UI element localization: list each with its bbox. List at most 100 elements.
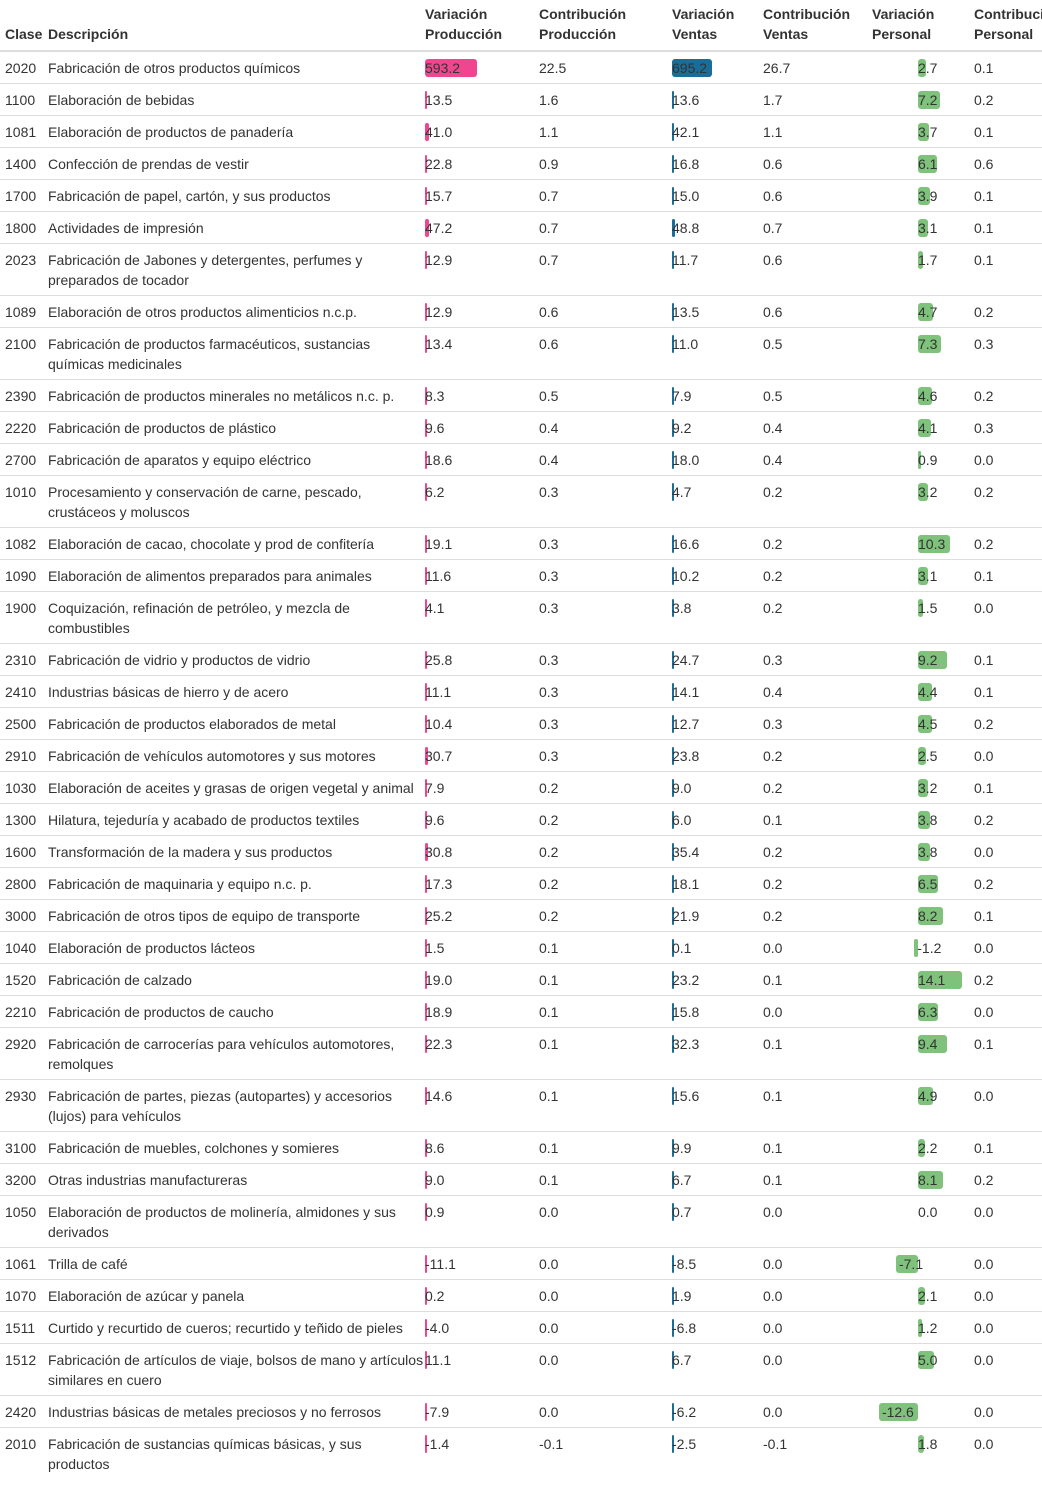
cell-variacion-personal: 6.3 — [872, 996, 974, 1028]
cell-clase: 2420 — [5, 1404, 37, 1420]
cell-variacion-ventas: 21.9 — [672, 900, 763, 932]
personal-variation-bar — [918, 219, 928, 237]
table-row: 2420 Industrias básicas de metales precio… — [0, 1395, 1042, 1428]
table-row: 2310 Fabricación de vidrio y productos de… — [0, 643, 1042, 676]
cell-variacion-ventas-value: 48.8 — [672, 220, 700, 236]
personal-variation-bar — [895, 1255, 918, 1273]
header-contribucion-personal[interactable]: ContribuciónPersonal — [974, 6, 1042, 42]
cell-variacion-personal-bar-cell: 9.4 — [872, 1034, 974, 1054]
cell-descripcion: Fabricación de muebles, colchones y somi… — [48, 1140, 340, 1156]
cell-variacion-produccion: 18.9 — [425, 996, 539, 1028]
cell-variacion-personal-bar-cell: 2.5 — [872, 746, 974, 766]
personal-variation-bar — [918, 747, 926, 765]
cell-clase: 2220 — [5, 420, 37, 436]
cell-clase: 2410 — [5, 684, 37, 700]
cell-contribucion-personal: 0.2 — [974, 1172, 994, 1188]
cell-variacion-produccion-value: 9.6 — [425, 812, 445, 828]
cell-variacion-ventas-bar-cell: 695.2 — [672, 58, 763, 78]
cell-variacion-produccion-value: 14.6 — [425, 1088, 453, 1104]
ventas-variation-bar — [672, 187, 674, 205]
cell-variacion-produccion-value: 18.9 — [425, 1004, 453, 1020]
cell-variacion-produccion-value: 10.4 — [425, 716, 453, 732]
cell-variacion-personal-value: 1.2 — [918, 1320, 938, 1336]
cell-variacion-produccion-bar-cell: 15.7 — [425, 186, 539, 206]
table-row: 1089 Elaboración de otros productos alime… — [0, 295, 1042, 328]
cell-contribucion-personal: 0.2 — [974, 716, 994, 732]
cell-contribucion-produccion: 0.1 — [539, 1088, 559, 1104]
cell-variacion-produccion-bar-cell: 9.0 — [425, 1170, 539, 1190]
cell-variacion-ventas: 18.1 — [672, 868, 763, 900]
cell-variacion-personal-bar-cell: 4.7 — [872, 302, 974, 322]
header-contribucion-ventas[interactable]: Contribución Ventas — [763, 6, 851, 42]
cell-contribucion-produccion: 0.1 — [539, 1140, 559, 1156]
header-contribucion-produccion[interactable]: Contribución Producción — [539, 6, 627, 42]
cell-variacion-ventas-value: 23.2 — [672, 972, 700, 988]
cell-clase: 2020 — [5, 60, 37, 76]
cell-variacion-personal-value: 4.5 — [918, 716, 938, 732]
cell-variacion-produccion: 22.8 — [425, 148, 539, 180]
cell-variacion-personal: 3.1 — [872, 560, 974, 592]
cell-variacion-ventas-bar-cell: 15.0 — [672, 186, 763, 206]
cell-variacion-ventas-value: 13.5 — [672, 304, 700, 320]
personal-variation-bar — [918, 971, 962, 989]
cell-descripcion: Fabricación de productos de plástico — [48, 420, 277, 436]
cell-contribucion-produccion: 1.1 — [539, 124, 559, 140]
cell-contribucion-ventas: 0.6 — [763, 252, 783, 268]
cell-descripcion: Fabricación de productos de caucho — [48, 1004, 274, 1020]
cell-variacion-ventas: 6.7 — [672, 1344, 763, 1396]
cell-variacion-personal-value: -1.2 — [917, 940, 942, 956]
cell-contribucion-ventas: 0.1 — [763, 1140, 783, 1156]
cell-variacion-produccion-value: 22.3 — [425, 1036, 453, 1052]
cell-variacion-ventas-bar-cell: 24.7 — [672, 650, 763, 670]
prod-variation-bar — [425, 59, 477, 77]
cell-variacion-ventas: 15.6 — [672, 1080, 763, 1132]
header-clase[interactable]: Clase — [5, 26, 43, 42]
cell-variacion-ventas-bar-cell: 1.9 — [672, 1286, 763, 1306]
header-variacion-produccion[interactable]: Variación Producción — [425, 6, 503, 42]
cell-variacion-produccion-value: 12.9 — [425, 252, 453, 268]
cell-contribucion-produccion: 0.7 — [539, 220, 559, 236]
cell-variacion-produccion: 8.3 — [425, 380, 539, 412]
cell-variacion-produccion-value: 22.8 — [425, 156, 453, 172]
cell-variacion-personal-bar-cell: -7.1 — [872, 1254, 974, 1274]
cell-variacion-personal-bar-cell: 3.8 — [872, 810, 974, 830]
cell-variacion-produccion: 12.9 — [425, 244, 539, 296]
personal-variation-bar — [918, 1035, 948, 1053]
cell-variacion-personal-value: 3.1 — [918, 568, 938, 584]
cell-variacion-ventas-bar-cell: -2.5 — [672, 1434, 763, 1454]
cell-variacion-ventas-value: 15.8 — [672, 1004, 700, 1020]
table-row: 2390 Fabricación de productos minerales n… — [0, 379, 1042, 412]
cell-variacion-personal-bar-cell: 5.0 — [872, 1350, 974, 1370]
cell-contribucion-ventas: 0.0 — [763, 1320, 783, 1336]
cell-variacion-produccion-value: 8.3 — [425, 388, 445, 404]
personal-variation-bar — [918, 1435, 924, 1453]
prod-variation-bar — [425, 1351, 427, 1369]
cell-variacion-personal-value: -12.6 — [881, 1404, 914, 1420]
prod-variation-bar — [425, 875, 427, 893]
header-descripcion[interactable]: Descripción — [48, 26, 129, 42]
personal-variation-bar — [918, 303, 933, 321]
cell-clase: 2800 — [5, 876, 37, 892]
cell-descripcion: Curtido y recurtido de cueros; recurtido… — [48, 1320, 403, 1336]
cell-contribucion-ventas: 0.6 — [763, 188, 783, 204]
header-variacion-personal[interactable]: Variación Personal — [872, 6, 935, 42]
cell-descripcion: Confección de prendas de vestir — [48, 156, 249, 172]
cell-variacion-produccion-bar-cell: 19.0 — [425, 970, 539, 990]
cell-variacion-ventas-bar-cell: 10.2 — [672, 566, 763, 586]
cell-contribucion-produccion: 0.0 — [539, 1320, 559, 1336]
cell-variacion-produccion-value: 0.2 — [425, 1288, 445, 1304]
cell-variacion-ventas-value: 695.2 — [672, 60, 708, 76]
header-variacion-ventas[interactable]: Variación Ventas — [672, 6, 735, 42]
ventas-variation-bar — [672, 219, 675, 237]
cell-descripcion: Elaboración de bebidas — [48, 92, 195, 108]
cell-variacion-personal-bar-cell: 3.2 — [872, 778, 974, 798]
cell-clase: 1090 — [5, 568, 37, 584]
table-row: 3200 Otras industrias manufactureras 9.0 0.… — [0, 1163, 1042, 1196]
table-row: 1081 Elaboración de productos de panaderí… — [0, 115, 1042, 148]
cell-clase: 1900 — [5, 600, 37, 616]
prod-variation-bar — [425, 155, 427, 173]
cell-contribucion-personal: 0.1 — [974, 188, 994, 204]
ventas-variation-bar — [672, 1287, 674, 1305]
cell-variacion-produccion-value: 11.1 — [425, 684, 452, 700]
cell-contribucion-ventas: 0.6 — [763, 304, 783, 320]
